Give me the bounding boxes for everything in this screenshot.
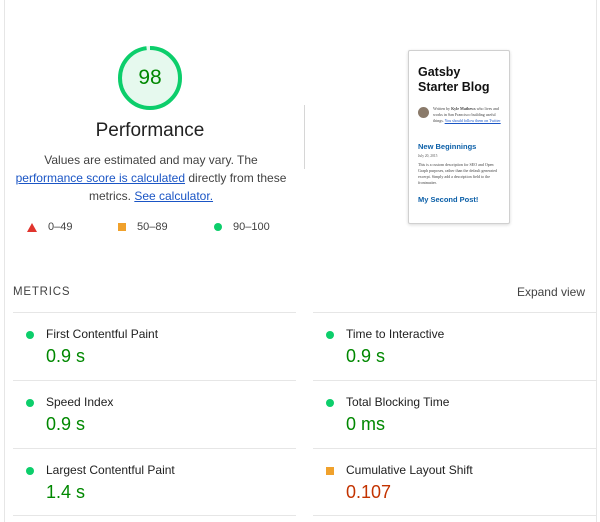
legend-pass: 90–100: [214, 219, 270, 235]
final-screenshot-thumbnail[interactable]: Gatsby Starter Blog Written by Kyle Math…: [408, 50, 510, 224]
legend-fail-label: 0–49: [48, 221, 73, 233]
score-description: Values are estimated and may vary. The p…: [15, 151, 287, 205]
square-icon: [118, 223, 126, 231]
frame-border-left: [4, 0, 5, 522]
frame-border-right: [596, 0, 597, 522]
metric-value: 0.9 s: [46, 414, 86, 434]
thumb-post1-date: July 20, 2015: [418, 154, 438, 158]
thumb-bio: Written by Kyle Mathews who lives and wo…: [418, 106, 501, 124]
thumb-bio-text: Written by Kyle Mathews who lives and wo…: [433, 106, 501, 124]
pass-circle-icon: [326, 331, 334, 339]
metric-value: 1.4 s: [46, 482, 86, 502]
score-calculated-link[interactable]: performance score is calculated: [15, 171, 186, 185]
metric-largest-contentful-paint: Largest Contentful Paint 1.4 s: [12, 450, 282, 508]
circle-icon: [214, 223, 222, 231]
metric-value: 0.9 s: [346, 346, 386, 366]
legend-pass-label: 90–100: [233, 221, 270, 233]
metric-cumulative-layout-shift: Cumulative Layout Shift 0.107: [312, 450, 582, 508]
desc-text-3: metrics.: [88, 189, 135, 203]
thumb-post1-desc: This is a custom description for SEO and…: [418, 162, 497, 185]
expand-view-toggle[interactable]: Expand view: [516, 285, 585, 299]
desc-text-2: directly from these: [185, 171, 287, 185]
thumb-bio-name: Kyle Mathews: [451, 106, 476, 111]
triangle-icon: [27, 222, 37, 232]
legend-fail: 0–49: [27, 219, 72, 235]
metric-speed-index: Speed Index 0.9 s: [12, 382, 282, 440]
metric-name: Speed Index: [46, 395, 114, 409]
thumb-post2-title: My Second Post!: [418, 195, 479, 204]
metric-name: Cumulative Layout Shift: [346, 463, 473, 477]
metric-divider: [13, 515, 296, 516]
thumb-site-title: Gatsby Starter Blog: [418, 65, 490, 94]
thumb-bio-rest: who lives and works in San Francisco bui…: [433, 106, 499, 123]
pass-circle-icon: [26, 331, 34, 339]
thumb-bio-link: You should follow them on Twitter: [444, 118, 501, 123]
metric-divider: [13, 380, 296, 381]
metric-divider: [313, 312, 597, 313]
metric-value: 0.107: [346, 482, 392, 502]
metric-name: Largest Contentful Paint: [46, 463, 175, 477]
thumb-post1-title: New Beginnings: [418, 142, 477, 151]
metric-divider: [313, 515, 597, 516]
category-title: Performance: [95, 120, 205, 141]
metric-time-to-interactive: Time to Interactive 0.9 s: [312, 314, 582, 372]
score-gauge: 98: [117, 45, 183, 111]
metric-divider: [313, 380, 597, 381]
summary-divider: [304, 105, 305, 169]
metrics-header: METRICS: [13, 286, 71, 298]
metric-value: 0 ms: [346, 414, 386, 434]
score-legend: 0–49 50–89 90–100: [0, 219, 300, 235]
metric-divider: [313, 448, 597, 449]
pass-circle-icon: [26, 467, 34, 475]
desc-text-1: Values are estimated and may vary. The: [44, 153, 258, 167]
legend-average-label: 50–89: [137, 221, 168, 233]
thumb-bio-prefix: Written by: [433, 106, 452, 111]
average-square-icon: [326, 467, 334, 475]
pass-circle-icon: [326, 399, 334, 407]
score-value: 98: [138, 66, 162, 89]
metric-divider: [13, 448, 296, 449]
metric-total-blocking-time: Total Blocking Time 0 ms: [312, 382, 582, 440]
see-calculator-link[interactable]: See calculator.: [134, 189, 214, 203]
metric-name: Time to Interactive: [346, 327, 445, 341]
metric-first-contentful-paint: First Contentful Paint 0.9 s: [12, 314, 282, 372]
legend-average: 50–89: [118, 219, 168, 235]
metric-name: First Contentful Paint: [46, 327, 159, 341]
metric-name: Total Blocking Time: [346, 395, 450, 409]
gauge-ring-icon: [118, 46, 182, 110]
metric-divider: [13, 312, 296, 313]
avatar: [418, 107, 429, 118]
metric-value: 0.9 s: [46, 346, 86, 366]
pass-circle-icon: [26, 399, 34, 407]
